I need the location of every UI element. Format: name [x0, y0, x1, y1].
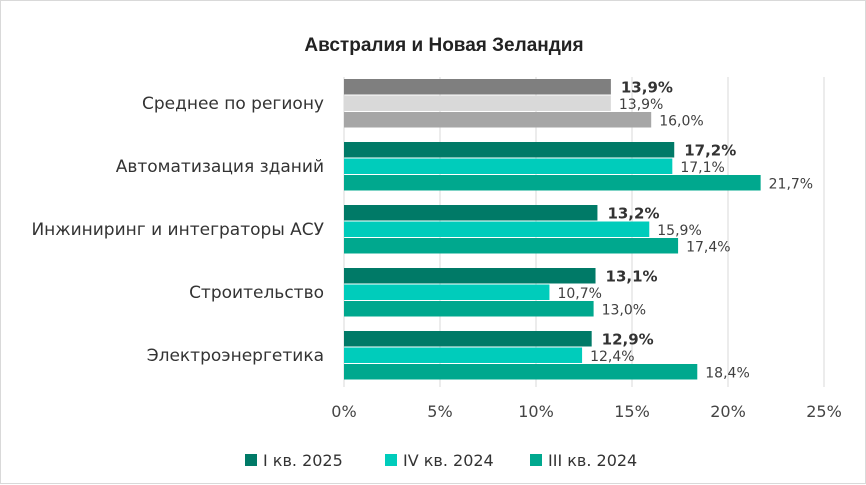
data-label: 10,7% — [557, 286, 601, 302]
data-label: 17,4% — [686, 240, 730, 256]
legend-label: III кв. 2024 — [548, 451, 637, 470]
bar — [344, 175, 761, 191]
bar — [344, 112, 652, 128]
legend-label: IV кв. 2024 — [403, 451, 494, 470]
x-tick-label: 0% — [331, 402, 356, 421]
bar — [344, 221, 650, 237]
legend-swatch — [385, 454, 397, 466]
chart-title: Австралия и Новая Зеландия — [304, 35, 583, 56]
legend-swatch — [245, 454, 257, 466]
bar — [344, 142, 675, 158]
legend-swatch — [530, 454, 542, 466]
data-label: 13,0% — [602, 303, 646, 319]
bar — [344, 238, 679, 254]
bar — [344, 284, 550, 300]
bar — [344, 205, 598, 221]
category-label: Инжиниринг и интеграторы АСУ — [31, 220, 324, 240]
bar — [344, 158, 673, 174]
data-label: 18,4% — [705, 366, 749, 382]
data-label: 17,1% — [680, 160, 724, 176]
data-label: 12,4% — [590, 349, 634, 365]
data-label: 12,9% — [602, 331, 654, 349]
x-tick-label: 25% — [806, 402, 842, 421]
category-label: Среднее по региону — [142, 94, 324, 114]
category-label: Электроэнергетика — [147, 346, 324, 366]
category-label: Автоматизация зданий — [116, 157, 324, 177]
bar — [344, 268, 596, 284]
bar — [344, 331, 592, 347]
x-tick-label: 20% — [710, 402, 746, 421]
x-tick-label: 5% — [427, 402, 452, 421]
bar — [344, 347, 583, 363]
x-tick-label: 15% — [614, 402, 650, 421]
bar — [344, 364, 698, 380]
data-label: 21,7% — [769, 177, 813, 193]
data-label: 17,2% — [684, 142, 736, 160]
bar — [344, 301, 594, 317]
category-labels: Среднее по региону Автоматизация зданий Ин… — [31, 94, 324, 366]
data-label: 13,9% — [619, 97, 663, 113]
category-label: Строительство — [189, 283, 324, 303]
legend: I кв. 2025 IV кв. 2024 III кв. 2024 — [245, 451, 637, 470]
bars — [344, 79, 761, 380]
bar — [344, 95, 611, 111]
bar — [344, 79, 611, 95]
x-axis-ticks: 0% 5% 10% 15% 20% 25% — [331, 402, 841, 421]
data-label: 13,9% — [621, 79, 673, 97]
data-label: 15,9% — [657, 223, 701, 239]
data-label: 13,2% — [607, 205, 659, 223]
x-tick-label: 10% — [518, 402, 554, 421]
legend-label: I кв. 2025 — [263, 451, 343, 470]
data-label: 13,1% — [606, 268, 658, 286]
data-label: 16,0% — [659, 114, 703, 130]
data-labels: 13,9%13,9%16,0%17,2%17,1%21,7%13,2%15,9%… — [557, 79, 813, 382]
